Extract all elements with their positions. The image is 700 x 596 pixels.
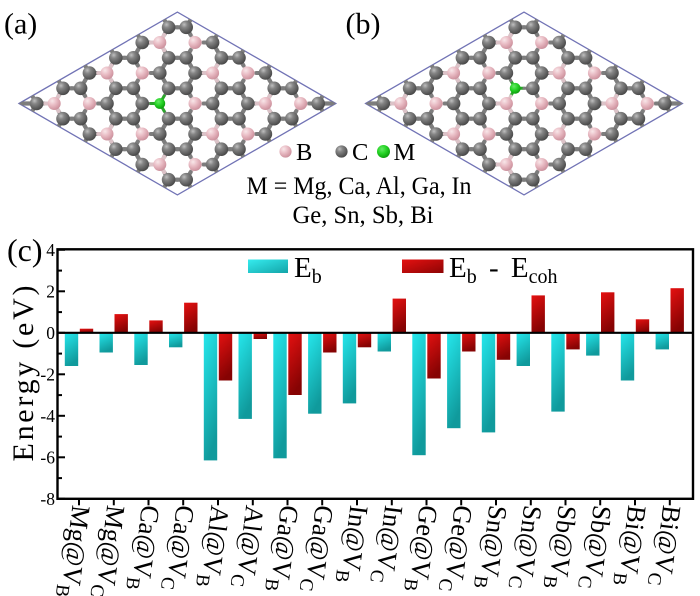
svg-text:-6: -6 [40,447,55,467]
svg-text:(b): (b) [346,8,381,41]
svg-text:M: M [394,139,416,166]
svg-text:0: 0 [46,323,55,343]
svg-text:-2: -2 [40,364,55,384]
svg-text:B: B [296,139,312,166]
svg-text:2: 2 [46,281,55,301]
svg-text:Energy (eV): Energy (eV) [7,286,40,462]
svg-text:M = Mg, Ca, Al, Ga, In: M = Mg, Ca, Al, Ga, In [247,171,472,200]
svg-text:-8: -8 [40,489,55,509]
svg-text:(c): (c) [7,232,43,268]
svg-text:4: 4 [46,240,55,260]
svg-text:(a): (a) [4,8,37,41]
svg-text:Ge, Sn, Sb, Bi: Ge, Sn, Sb, Bi [293,200,434,229]
svg-text:-4: -4 [40,406,55,426]
svg-text:C: C [352,139,368,166]
